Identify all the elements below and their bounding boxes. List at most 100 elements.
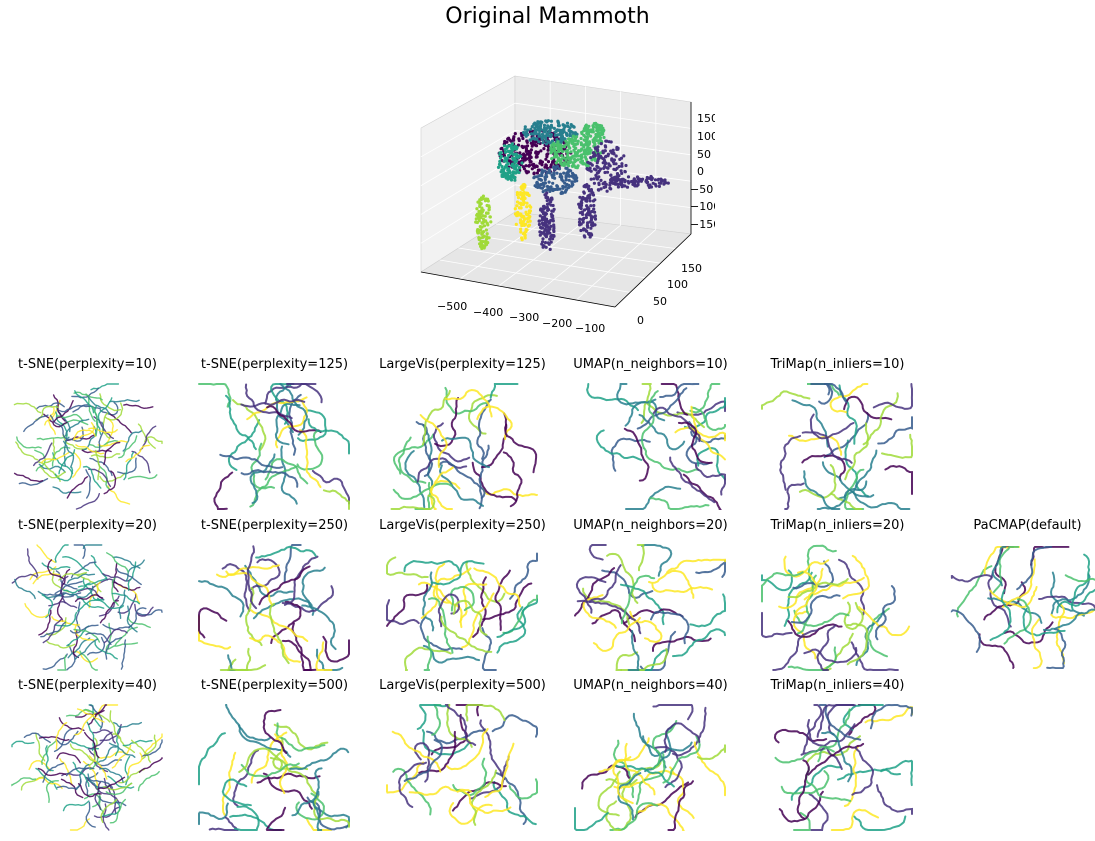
embedding-strand [793, 811, 811, 831]
panel-title: TriMap(n_inliers=20) [770, 518, 905, 533]
embedding-strand [808, 793, 829, 831]
embedding-strand [691, 406, 726, 432]
data-point [589, 148, 593, 152]
data-point [553, 154, 557, 158]
embedding-strand [73, 544, 86, 559]
embedding-strand [794, 570, 818, 618]
data-point [498, 151, 502, 155]
data-point [546, 160, 551, 164]
embedding-strand [467, 394, 498, 435]
data-point [538, 214, 542, 218]
data-point [487, 204, 491, 208]
embedding-plot [761, 383, 913, 510]
data-point [548, 171, 552, 175]
embedding-plot [198, 704, 350, 831]
embedding-strand [772, 629, 819, 671]
data-point [542, 123, 547, 127]
embedding-strand [390, 494, 436, 510]
embedding-strand [266, 405, 322, 434]
embedding-strand [438, 460, 486, 499]
embedding-strand [122, 739, 153, 747]
data-point [478, 242, 482, 246]
embedding-strand [198, 383, 232, 408]
data-point [549, 240, 553, 244]
data-point [584, 215, 588, 220]
data-point [527, 223, 532, 227]
data-point [547, 221, 551, 225]
data-point [541, 134, 546, 138]
embedding-strand [843, 468, 865, 510]
embedding-strand [232, 749, 259, 807]
embedding-strand [54, 466, 74, 482]
embedding-strand [137, 770, 160, 792]
data-point [565, 148, 569, 152]
embedding-strand [397, 761, 427, 808]
data-point [595, 126, 599, 130]
data-point [555, 171, 559, 175]
data-point [524, 164, 528, 168]
data-point [578, 217, 582, 221]
embedding-strand [450, 585, 475, 612]
data-point [534, 150, 538, 154]
embedding-strand [11, 573, 39, 584]
data-point [561, 179, 565, 183]
embedding-strand [130, 739, 151, 763]
data-point [549, 218, 553, 222]
data-point [476, 200, 480, 204]
panel-title: LargeVis(perplexity=250) [379, 518, 546, 533]
data-point [545, 205, 549, 209]
embedding-strand [94, 640, 118, 660]
embedding-plot [586, 383, 726, 510]
embedding-strand [696, 744, 726, 761]
data-point [566, 162, 570, 166]
data-point [578, 223, 582, 227]
data-point [512, 166, 516, 170]
embedding-strand [471, 461, 518, 502]
data-point [570, 124, 574, 128]
embedding-strand [125, 444, 150, 463]
embedding-strand [103, 470, 117, 495]
embedding-strand [85, 772, 99, 798]
embedding-strand [803, 646, 858, 664]
embedding-strand [82, 577, 100, 602]
embedding-plot [950, 545, 1095, 670]
panel-title: UMAP(n_neighbors=10) [573, 357, 728, 372]
data-point [525, 205, 529, 209]
embedding-strand [55, 722, 68, 750]
embedding-strand [830, 808, 880, 831]
data-point [529, 141, 533, 145]
embedding-strand [421, 729, 470, 756]
data-point [589, 156, 593, 160]
data-point [537, 168, 542, 172]
embedding-strand [582, 594, 617, 629]
data-point [518, 218, 523, 222]
embedding-strand [606, 552, 639, 604]
embedding-strand [62, 440, 75, 468]
data-point [519, 203, 523, 207]
data-point [526, 133, 530, 137]
embedding-strand [659, 383, 700, 398]
embedding-strand [391, 730, 442, 773]
data-point [597, 182, 601, 187]
data-point [570, 155, 574, 159]
data-point [566, 170, 570, 174]
embedding-strand [392, 433, 435, 475]
data-point [618, 157, 622, 161]
data-point [570, 184, 574, 188]
embedding-strand [62, 800, 90, 812]
data-point [497, 162, 502, 166]
embedding-strand [989, 585, 1038, 609]
data-point [549, 203, 553, 207]
embedding-strand [650, 610, 690, 645]
data-point [574, 135, 578, 139]
data-point [535, 153, 539, 157]
data-point [518, 166, 522, 170]
embedding-strand [595, 429, 643, 461]
embedding-strand [66, 625, 90, 647]
embedding-strand [508, 778, 538, 800]
data-point [496, 165, 501, 169]
embedding-strand [404, 450, 426, 509]
data-point [579, 228, 583, 233]
data-point [545, 188, 549, 192]
embedding-strand [306, 796, 350, 831]
